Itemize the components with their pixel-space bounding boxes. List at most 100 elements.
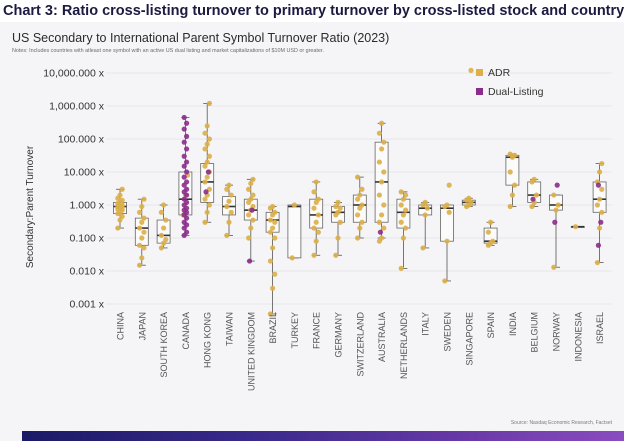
adr-point — [224, 232, 230, 238]
adr-point — [599, 209, 605, 215]
x-tick-label: CANADA — [181, 312, 191, 350]
adr-point — [272, 271, 278, 277]
adr-point — [315, 229, 321, 235]
adr-point — [270, 245, 276, 251]
dual-listing-point — [181, 114, 187, 121]
x-tick-label: SWEDEN — [443, 312, 453, 352]
adr-point — [333, 203, 339, 210]
adr-point — [248, 196, 254, 202]
adr-point — [400, 235, 406, 241]
x-tick-label: CHINA — [116, 312, 126, 340]
adr-point — [206, 153, 212, 159]
dual-listing-point — [184, 159, 190, 165]
source-note: Source: Nasdaq Economic Research, Factse… — [511, 420, 613, 426]
x-tick-label: TAIWAN — [225, 312, 235, 346]
adr-point — [444, 238, 450, 244]
adr-point — [139, 235, 145, 241]
box-india — [505, 153, 520, 207]
adr-point — [202, 196, 208, 202]
x-tick-label: HONG KONG — [203, 312, 213, 368]
adr-point — [335, 235, 341, 241]
adr-point — [599, 186, 605, 192]
adr-point — [246, 186, 252, 192]
adr-point — [529, 203, 535, 210]
adr-point — [313, 238, 319, 244]
adr-point — [204, 209, 210, 215]
adr-point — [141, 215, 147, 221]
adr-point — [158, 232, 164, 238]
adr-point — [337, 205, 343, 211]
adr-point — [335, 209, 341, 215]
adr-point — [313, 179, 319, 185]
x-tick-label: NETHERLANDS — [399, 312, 409, 379]
x-tick-label: SPAIN — [486, 312, 496, 338]
adr-point — [163, 236, 169, 243]
adr-point — [446, 182, 452, 188]
adr-point — [204, 123, 210, 129]
adr-point — [381, 225, 387, 231]
adr-point — [311, 252, 317, 258]
y-tick-label: 1.000 x — [70, 200, 105, 212]
adr-point — [381, 202, 387, 208]
dual-listing-point — [184, 179, 190, 185]
adr-point — [376, 130, 382, 136]
dual-listing-point — [184, 120, 190, 126]
chart-subtitle: Notes: Includes countries with atleast o… — [12, 48, 324, 54]
adr-point — [246, 212, 252, 218]
adr-point — [311, 205, 317, 211]
adr-point — [335, 199, 341, 205]
x-tick-label: UNITED KINGDOM — [246, 312, 256, 391]
y-tick-label: 100.000 x — [58, 134, 105, 146]
adr-point — [400, 212, 406, 218]
adr-point — [403, 192, 409, 198]
adr-point — [137, 209, 143, 215]
adr-point — [357, 192, 363, 198]
dual-listing-point — [181, 163, 187, 169]
adr-point — [163, 217, 169, 223]
adr-point — [511, 152, 518, 158]
adr-point — [226, 219, 232, 225]
adr-point — [267, 258, 273, 264]
adr-point — [246, 235, 252, 241]
adr-point — [597, 196, 603, 202]
adr-point — [202, 163, 208, 169]
adr-point — [204, 159, 210, 165]
dual-listing-point — [181, 139, 187, 145]
adr-point — [597, 225, 603, 231]
y-tick-label: 0.100 x — [70, 233, 105, 245]
y-tick-label: 1,000.000 x — [49, 101, 105, 113]
x-tick-label: JAPAN — [137, 312, 147, 340]
adr-point — [158, 245, 164, 251]
adr-point — [139, 255, 145, 261]
adr-point — [355, 196, 361, 202]
y-tick-label: 10.000 x — [64, 167, 105, 179]
adr-point — [468, 67, 474, 73]
adr-point — [337, 219, 343, 225]
dual-listing-point — [184, 133, 190, 139]
y-tick-label: 0.010 x — [70, 266, 105, 278]
adr-point — [267, 311, 273, 317]
chart-card: US Secondary to International Parent Sym… — [0, 22, 624, 441]
adr-point — [376, 159, 382, 165]
adr-point — [272, 219, 278, 225]
adr-point — [420, 245, 426, 251]
adr-point — [398, 202, 404, 208]
y-axis-label: Secondary:Parent Turnover — [25, 145, 36, 268]
adr-point — [573, 224, 579, 230]
adr-point — [250, 176, 256, 182]
dual-listing-point — [377, 229, 383, 235]
y-tick-label: 0.001 x — [70, 299, 105, 311]
adr-point — [119, 186, 125, 192]
legend: ADR Dual-Listing — [476, 67, 544, 98]
adr-point — [400, 196, 406, 202]
x-tick-labels: CHINA JAPAN SOUTH KOREA CANADA HONG KONG TAIW… — [116, 312, 606, 392]
y-tick-label: 10,000.000 x — [43, 68, 104, 80]
adr-point — [488, 219, 494, 225]
adr-point — [311, 189, 317, 195]
adr-point — [267, 217, 273, 223]
adr-point — [485, 229, 491, 235]
adr-point — [466, 195, 472, 201]
adr-point — [202, 146, 208, 152]
adr-point — [511, 182, 518, 188]
dual-listing-point — [184, 169, 190, 175]
